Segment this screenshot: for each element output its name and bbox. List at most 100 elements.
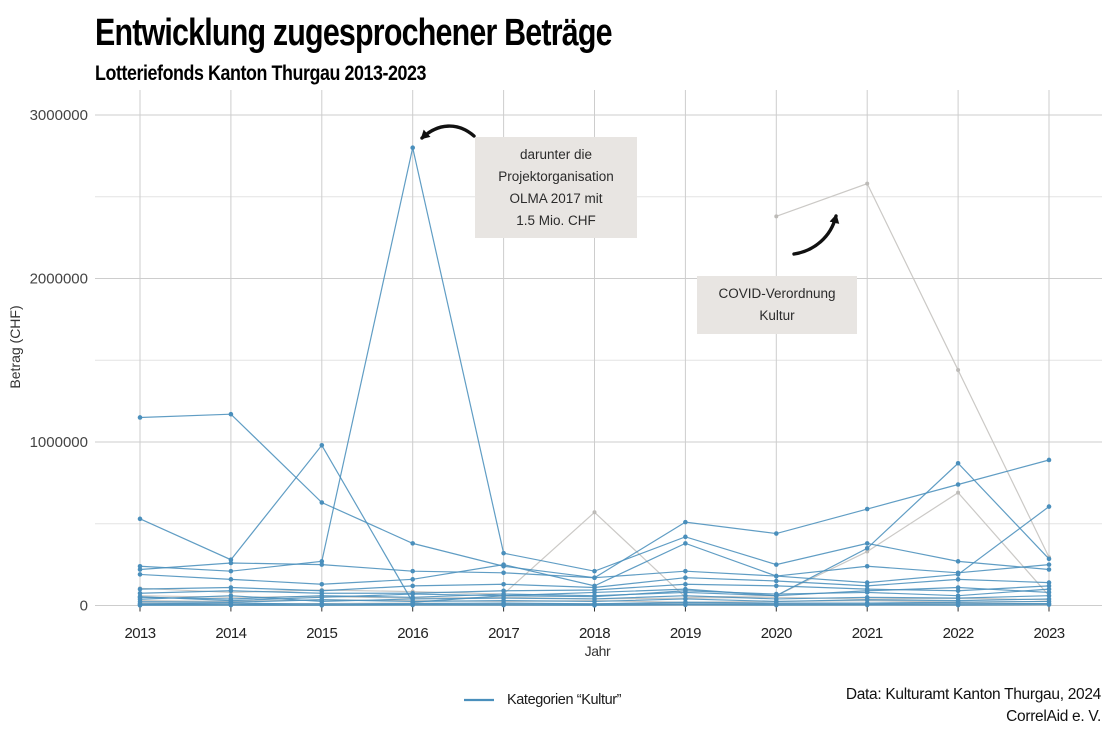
- data-point-kultur-14: [1046, 602, 1052, 607]
- data-point-kultur-14: [592, 603, 597, 608]
- data-point-kultur-14: [774, 602, 779, 608]
- data-point-kultur-6: [774, 573, 779, 579]
- page-subtitle: Lotteriefonds Kanton Thurgau 2013-2023: [95, 62, 426, 85]
- x-axis: 2013 2014 2015 2016 2017 2018 2019 2020 2021 2022…: [125, 606, 1065, 642]
- data-point-kultur-11: [864, 597, 870, 603]
- data-point-kultur-4: [228, 560, 234, 566]
- data-point-kultur-2: [319, 442, 325, 448]
- caption-author: CorrelAid e. V.: [1006, 708, 1101, 726]
- data-point-kultur-3-olma: [864, 541, 870, 546]
- data-point-kultur-6: [410, 577, 416, 582]
- data-point-kultur-1: [319, 500, 325, 505]
- y-tick-label: 0: [80, 598, 88, 615]
- data-point-kultur-5: [1046, 556, 1052, 562]
- data-point-kultur-8: [137, 590, 143, 596]
- data-point-andere-1: [865, 549, 870, 554]
- legend: Kategorien “Kultur”: [463, 692, 622, 708]
- data-point-kultur-11: [683, 596, 688, 602]
- data-point-kultur-9: [864, 590, 870, 595]
- data-point-kultur-3-olma: [228, 568, 234, 574]
- data-point-kultur-6: [683, 541, 688, 546]
- data-point-kultur-4: [137, 567, 143, 572]
- data-point-kultur-14: [864, 602, 870, 608]
- data-point-kultur-3-olma: [683, 534, 688, 540]
- data-point-kultur-1: [1046, 562, 1052, 567]
- x-tick-label: 2016: [397, 625, 428, 642]
- x-axis-title: Jahr: [585, 643, 611, 659]
- data-point-kultur-11: [319, 597, 325, 603]
- data-source-caption: Data: Kulturamt Kanton Thurgau, 2024 Cor…: [846, 684, 1101, 729]
- data-point-kultur-14: [410, 602, 416, 608]
- x-tick-label: 2017: [488, 625, 519, 642]
- data-point-kultur-4: [592, 575, 597, 581]
- data-point-kultur-4: [410, 568, 416, 574]
- series-lines: [137, 145, 1052, 608]
- data-point-kultur-2: [137, 516, 143, 522]
- legend-label-kultur: Kategorien “Kultur”: [507, 692, 622, 708]
- data-point-kultur-7: [410, 583, 416, 589]
- data-point-kultur-7: [228, 585, 234, 590]
- data-point-kultur-5: [864, 545, 870, 551]
- data-point-kultur-4: [774, 531, 779, 536]
- data-point-kultur-14: [955, 602, 961, 608]
- data-point-kultur-7: [774, 578, 779, 584]
- data-point-kultur-6: [501, 562, 506, 567]
- data-point-kultur-6: [1046, 504, 1052, 509]
- data-point-kultur-1: [410, 541, 416, 546]
- data-point-kultur-8: [864, 586, 870, 592]
- data-point-kultur-8: [1046, 583, 1052, 589]
- data-point-andere-covid-verordnung-kultur: [865, 181, 870, 186]
- data-point-kultur-10: [228, 593, 234, 598]
- caption-source: Data: Kulturamt Kanton Thurgau, 2024: [845, 686, 1101, 703]
- data-point-kultur-3-olma: [592, 568, 597, 574]
- data-point-kultur-8: [501, 588, 506, 594]
- data-point-kultur-14: [137, 603, 143, 608]
- x-tick-label: 2018: [579, 625, 610, 642]
- data-point-kultur-9: [774, 591, 779, 597]
- x-tick-label: 2021: [852, 625, 883, 642]
- y-axis-tick-labels: 0 1000000 2000000 3000000: [30, 107, 88, 615]
- y-tick-label: 3000000: [30, 107, 88, 124]
- data-point-kultur-1: [228, 411, 234, 417]
- y-tick-label: 2000000: [30, 271, 88, 288]
- data-point-kultur-3-olma: [501, 550, 506, 556]
- arrow-to-covid-peak: [792, 214, 840, 256]
- data-point-kultur-9: [1046, 586, 1052, 592]
- data-point-kultur-7: [955, 577, 961, 582]
- annotation-olma-2016: darunter die Projektorganisation OLMA 20…: [475, 137, 637, 239]
- data-point-kultur-2: [228, 557, 234, 563]
- data-point-kultur-9: [683, 588, 688, 594]
- x-tick-label: 2020: [761, 625, 792, 642]
- annotation-arrows: [420, 124, 840, 256]
- data-point-andere-covid-verordnung-kultur: [956, 368, 961, 373]
- data-point-kultur-3-olma: [1046, 567, 1052, 572]
- data-point-kultur-4: [683, 519, 688, 525]
- data-point-kultur-6: [319, 581, 325, 587]
- x-tick-label: 2019: [670, 625, 701, 642]
- data-point-kultur-3-olma: [955, 559, 961, 564]
- x-tick-label: 2022: [943, 625, 974, 642]
- data-point-kultur-2: [1046, 590, 1052, 595]
- chart-header: Entwicklung zugesprochener Beträge Lotte…: [95, 12, 741, 86]
- arrow-to-olma-peak: [420, 124, 476, 140]
- data-point-kultur-8: [955, 588, 961, 594]
- data-point-andere-covid-verordnung-kultur: [774, 214, 779, 219]
- annotation-covid-verordnung: COVID-Verordnung Kultur: [697, 276, 857, 334]
- data-point-kultur-2: [955, 585, 961, 590]
- data-point-kultur-9: [410, 591, 416, 597]
- data-point-kultur-3-olma: [319, 559, 325, 564]
- data-point-kultur-3-olma: [774, 562, 779, 567]
- data-point-kultur-5: [955, 460, 961, 466]
- data-point-kultur-14: [501, 602, 506, 608]
- data-point-kultur-3-olma: [137, 563, 143, 569]
- data-point-kultur-4: [955, 482, 961, 487]
- data-point-kultur-4: [864, 506, 870, 512]
- data-point-kultur-8: [774, 583, 779, 589]
- data-point-kultur-4: [1046, 457, 1052, 463]
- data-point-kultur-1: [864, 563, 870, 569]
- data-point-kultur-7: [1046, 580, 1052, 585]
- data-point-kultur-8: [319, 590, 325, 596]
- data-point-kultur-8: [683, 581, 688, 587]
- y-tick-label: 1000000: [30, 434, 88, 451]
